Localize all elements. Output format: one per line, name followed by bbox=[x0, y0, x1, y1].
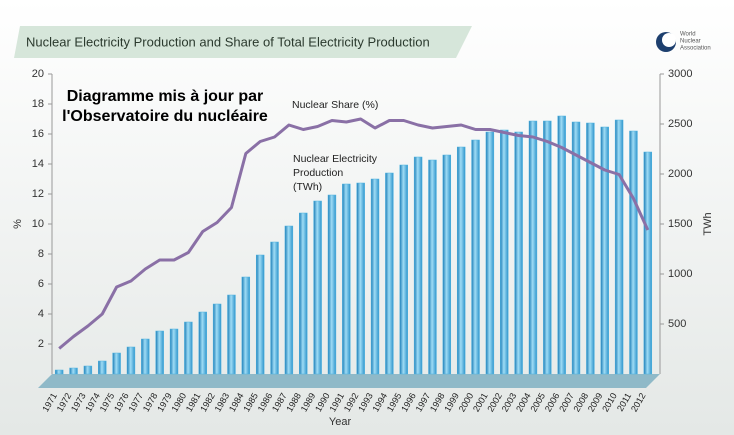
y-tick-label: 16 bbox=[32, 128, 44, 140]
bar bbox=[255, 254, 265, 375]
bar bbox=[212, 303, 222, 375]
y2-axis-label: TWh bbox=[702, 212, 714, 235]
bar bbox=[442, 154, 452, 375]
bar bbox=[471, 139, 480, 375]
bar bbox=[227, 294, 236, 375]
bar bbox=[83, 365, 93, 375]
y-tick-label: 8 bbox=[38, 248, 44, 260]
y-tick-label: 6 bbox=[38, 278, 44, 290]
bar bbox=[413, 156, 423, 375]
bar bbox=[500, 129, 509, 375]
bar bbox=[543, 120, 552, 375]
y-tick-label: 20 bbox=[32, 68, 44, 80]
y-tick-label: 10 bbox=[32, 218, 44, 230]
annotation: Diagramme mis à jour par bbox=[67, 88, 264, 105]
title-band bbox=[14, 26, 472, 58]
bar bbox=[126, 346, 136, 375]
bar bbox=[342, 183, 351, 375]
y2-tick-label: 3000 bbox=[668, 68, 692, 80]
bar bbox=[614, 119, 624, 375]
bar bbox=[198, 311, 207, 375]
bar bbox=[557, 115, 566, 375]
bar bbox=[98, 360, 107, 375]
bar bbox=[528, 120, 538, 375]
bar bbox=[169, 328, 179, 375]
y2-tick-label: 500 bbox=[668, 318, 686, 330]
logo-text: Nuclear bbox=[680, 39, 701, 45]
bar bbox=[184, 321, 193, 375]
y2-tick-label: 1000 bbox=[668, 268, 692, 280]
bar bbox=[356, 182, 365, 375]
bar-label: (TWh) bbox=[293, 181, 322, 193]
y2-tick-label: 1500 bbox=[668, 218, 692, 230]
bar bbox=[571, 121, 581, 375]
bar bbox=[600, 126, 609, 375]
y-tick-label: 4 bbox=[38, 308, 44, 320]
annotation: l'Observatoire du nucléaire bbox=[62, 108, 268, 125]
bar bbox=[399, 164, 408, 375]
y2-tick-label: 2000 bbox=[668, 168, 692, 180]
bar bbox=[54, 369, 64, 375]
chart-title: Nuclear Electricity Production and Share… bbox=[26, 34, 430, 49]
y-tick-label: 12 bbox=[32, 188, 44, 200]
bar bbox=[370, 178, 380, 375]
bar bbox=[456, 146, 466, 375]
bar-label: Production bbox=[293, 167, 343, 179]
bar bbox=[514, 131, 523, 375]
y-axis-label: % bbox=[12, 219, 24, 229]
bar bbox=[284, 225, 294, 375]
bar-label: Nuclear Electricity bbox=[293, 153, 378, 165]
bar bbox=[643, 151, 653, 375]
y-tick-label: 2 bbox=[38, 338, 44, 350]
bar bbox=[69, 367, 78, 375]
bar bbox=[155, 330, 164, 375]
line-label: Nuclear Share (%) bbox=[292, 99, 378, 111]
bar bbox=[428, 159, 437, 375]
bar bbox=[270, 241, 279, 375]
bar bbox=[313, 200, 322, 375]
share-line bbox=[58, 117, 650, 350]
y-tick-label: 18 bbox=[32, 98, 44, 110]
bar bbox=[485, 131, 495, 375]
logo-text: Association bbox=[680, 46, 711, 52]
logo-mark bbox=[662, 33, 676, 47]
bar bbox=[112, 352, 121, 375]
bar bbox=[385, 172, 394, 375]
x-axis-label: Year bbox=[329, 416, 352, 428]
floor bbox=[38, 374, 660, 388]
y-tick-label: 14 bbox=[32, 158, 44, 170]
bar bbox=[327, 194, 337, 375]
bar bbox=[241, 276, 251, 375]
bar bbox=[586, 122, 595, 375]
logo-text: World bbox=[680, 32, 696, 38]
bar bbox=[629, 130, 638, 375]
y2-tick-label: 2500 bbox=[668, 118, 692, 130]
bar bbox=[299, 212, 308, 375]
bar bbox=[141, 338, 150, 375]
